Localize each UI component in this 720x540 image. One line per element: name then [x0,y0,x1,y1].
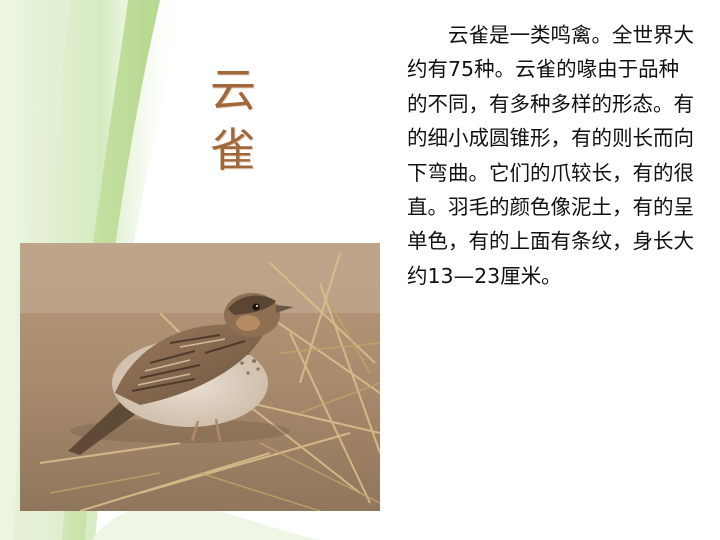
slide-title: 云 雀 [198,60,268,180]
skylark-photo [20,243,380,511]
body-paragraph: 云雀是一类鸣禽。全世界大约有75种。云雀的喙由于品种的不同，有多种多样的形态。有… [407,23,694,288]
title-char-1: 云 [210,63,256,117]
title-char-2: 雀 [210,123,256,177]
